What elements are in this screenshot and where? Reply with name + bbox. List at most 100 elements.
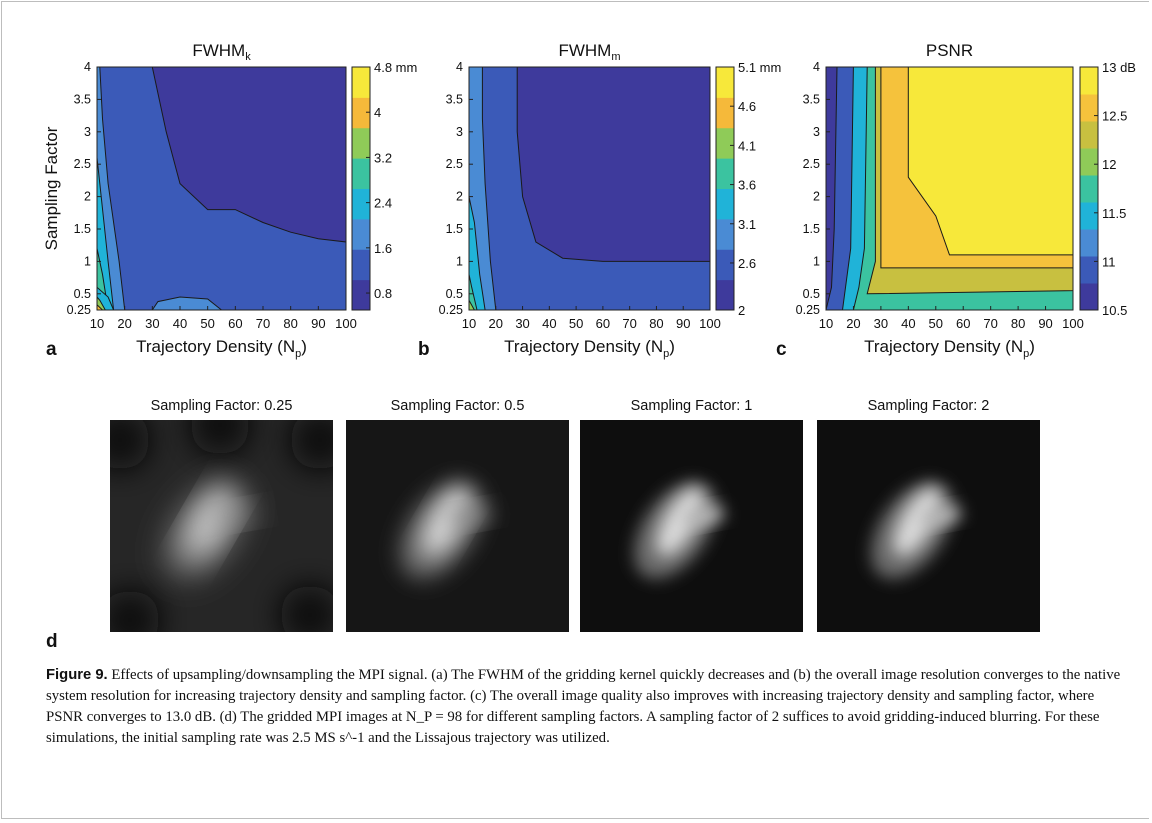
colorbar-tick-label: 2 [738, 303, 745, 318]
x-tick-label: 100 [699, 316, 721, 331]
y-tick-label: 4 [813, 60, 820, 74]
colorbar-tick-label: 2.4 [374, 196, 392, 211]
image-content [580, 420, 803, 632]
panel-letter-c: c [776, 339, 787, 360]
image-branch [447, 506, 491, 526]
y-tick-label: 3 [84, 125, 91, 139]
y-tick-label: 1.5 [74, 222, 91, 236]
plot-title-subscript: k [245, 51, 251, 63]
plot-title: PSNR [926, 41, 973, 60]
y-tick-label: 0.5 [803, 287, 820, 301]
x-tick-label: 50 [200, 316, 214, 331]
colorbar-segment [1080, 94, 1098, 122]
image-dark-lobe [280, 585, 333, 632]
colorbar-segment [1080, 67, 1098, 95]
y-tick-label: 1.5 [803, 222, 820, 236]
image-dark-lobe [290, 420, 333, 470]
x-tick-label: 10 [462, 316, 476, 331]
colorbar-segment [716, 188, 734, 220]
image-bright-core [656, 488, 704, 556]
colorbar-tick-label: 10.5 [1102, 303, 1127, 318]
colorbar-tick-label: 12 [1102, 157, 1116, 172]
colorbar-tick-label: 11.5 [1102, 206, 1126, 221]
y-tick-label: 1.5 [446, 222, 463, 236]
y-tick-label: 2 [813, 190, 820, 204]
image-title: Sampling Factor: 0.25 [151, 398, 293, 414]
image-dark-lobe [110, 590, 160, 632]
colorbar-segment [352, 158, 370, 189]
image-content [110, 420, 333, 632]
x-tick-label: 60 [596, 316, 610, 331]
contour-plot-1: FWHMk 10 20 30 40 50 60 70 80 90 100 0.25 0.5 1 1.5 2 2.… [42, 41, 417, 360]
colorbar-tick-label: 4.6 [738, 99, 756, 114]
x-axis-label-subscript: p [1023, 348, 1029, 360]
image-branch [681, 506, 725, 526]
colorbar-segment [352, 67, 370, 98]
x-axis-label-end: ) [301, 337, 307, 356]
plot-title: FWHMk [192, 41, 251, 63]
y-tick-label: 2.5 [446, 157, 463, 171]
image-branch [918, 506, 962, 526]
colorbar-tick-label: 4 [374, 105, 381, 120]
colorbar-frame [715, 66, 735, 311]
x-tick-label: 20 [489, 316, 503, 331]
x-tick-label: 30 [874, 316, 888, 331]
colorbar-segment [1080, 202, 1098, 230]
colorbar-segment [716, 279, 734, 311]
panel-letter-d: d [46, 631, 58, 652]
y-tick-label: 4 [456, 60, 463, 74]
plot-title-subscript: m [611, 51, 620, 63]
x-tick-label: 30 [515, 316, 529, 331]
colorbar-tick-label: 4.1 [738, 138, 756, 153]
x-tick-label: 80 [1011, 316, 1025, 331]
image-bright-core [186, 488, 234, 556]
y-tick-label: 3 [813, 125, 820, 139]
x-axis-label: Trajectory Density (Np) [136, 337, 307, 360]
colorbar-tick-label: 3.1 [738, 217, 756, 232]
y-tick-label: 0.5 [446, 287, 463, 301]
x-tick-label: 40 [542, 316, 556, 331]
x-axis-label: Trajectory Density (Np) [504, 337, 675, 360]
x-tick-label: 70 [622, 316, 636, 331]
y-tick-label: 3.5 [803, 92, 820, 106]
y-tick-label: 1 [84, 254, 91, 268]
colorbar-frame [1079, 66, 1099, 311]
colorbar-segment [352, 249, 370, 281]
colorbar-tick-label: 4.8 mm [374, 60, 417, 75]
plot-frame [468, 66, 711, 311]
y-tick-label: 0.25 [67, 303, 91, 317]
x-tick-label: 90 [311, 316, 325, 331]
x-tick-label: 40 [901, 316, 915, 331]
image-content [817, 420, 1040, 632]
x-tick-label: 60 [956, 316, 970, 331]
colorbar-tick-label: 11 [1102, 254, 1116, 269]
contour-plot-2: FWHMm 10 20 30 40 50 60 70 80 90 100 0.25 0.5 1 1.5 2 2.… [439, 41, 782, 360]
y-tick-label: 0.25 [439, 303, 463, 317]
image-branch [211, 506, 255, 526]
image-title: Sampling Factor: 2 [868, 398, 990, 414]
image-content [346, 420, 569, 632]
x-tick-label: 80 [649, 316, 663, 331]
x-axis-label: Trajectory Density (Np) [864, 337, 1035, 360]
y-tick-label: 3 [456, 125, 463, 139]
colorbar-segment [716, 249, 734, 281]
panel-letter-b: b [418, 339, 430, 360]
image-dark-lobe [190, 420, 250, 455]
mpi-image-1: Sampling Factor: 0.25 [110, 398, 333, 632]
colorbar-tick-label: 1.6 [374, 241, 392, 256]
colorbar-tick-label: 0.8 [374, 286, 392, 301]
y-tick-label: 1 [813, 254, 820, 268]
caption-label: Figure 9. [46, 667, 108, 683]
image-dark-lobe [110, 420, 150, 470]
x-tick-label: 100 [1062, 316, 1084, 331]
colorbar-segment [1080, 229, 1098, 257]
x-axis-label-end: ) [1029, 337, 1035, 356]
y-tick-label: 2.5 [74, 157, 91, 171]
colorbar-segment [352, 97, 370, 129]
mpi-image-4: Sampling Factor: 2 [817, 398, 1040, 632]
plot-title: FWHMm [558, 41, 620, 63]
colorbar-segment [1080, 148, 1098, 176]
x-axis-label-subscript: p [295, 348, 301, 360]
